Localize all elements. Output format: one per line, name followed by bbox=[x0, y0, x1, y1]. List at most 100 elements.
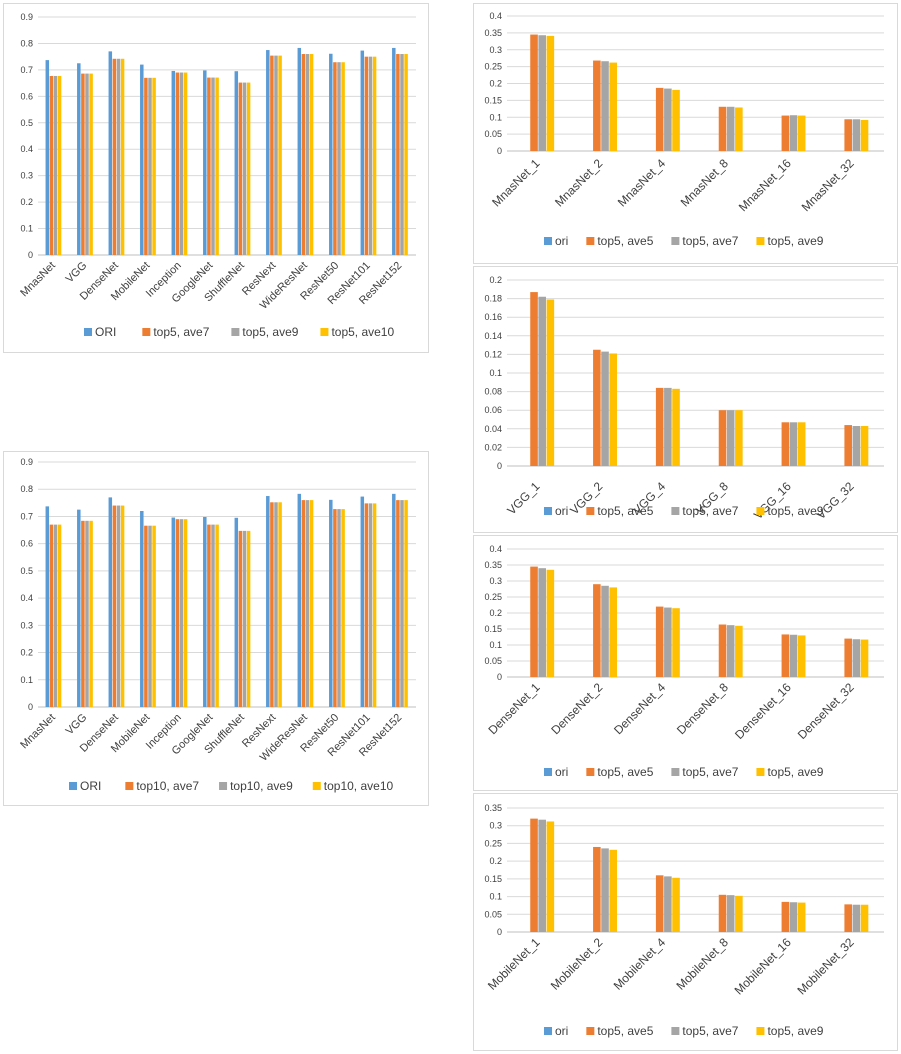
bar-top10-ave7 bbox=[364, 503, 369, 707]
bar-top5-ave5 bbox=[530, 818, 538, 932]
bar-top5-ave7 bbox=[601, 585, 609, 677]
bar-top5-ave9 bbox=[148, 77, 152, 255]
bar-top5-ave7 bbox=[789, 634, 798, 677]
y-tick-label: 0 bbox=[28, 702, 33, 712]
legend-swatch bbox=[671, 1027, 680, 1035]
bar-top5-ave5 bbox=[655, 87, 664, 151]
y-tick-label: 0.35 bbox=[484, 803, 502, 813]
legend-label: top5, ave9 bbox=[767, 1024, 823, 1038]
bar-top10-ave9 bbox=[337, 509, 341, 707]
x-tick-label: VGG bbox=[64, 260, 90, 286]
bar-top10-ave9 bbox=[211, 524, 215, 707]
bar-ori bbox=[140, 64, 144, 255]
bar-top5-ave9 bbox=[797, 635, 806, 677]
y-tick-label: 0.06 bbox=[484, 405, 502, 415]
bar-ori bbox=[297, 493, 302, 707]
bar-top10-ave10 bbox=[57, 524, 62, 707]
bar-top5-ave7 bbox=[664, 607, 672, 677]
bar-top5-ave10 bbox=[152, 77, 156, 255]
y-tick-label: 0.15 bbox=[484, 624, 502, 634]
bar-top10-ave10 bbox=[183, 519, 188, 707]
bar-top5-ave10 bbox=[404, 54, 408, 256]
bar-top5-ave9 bbox=[860, 904, 869, 932]
bar-top5-ave7 bbox=[601, 848, 609, 932]
y-tick-label: 0.25 bbox=[484, 838, 502, 848]
bar-top5-ave7 bbox=[601, 61, 609, 151]
x-tick-label: MobileNet_4 bbox=[611, 935, 669, 993]
y-tick-label: 0.05 bbox=[484, 909, 502, 919]
legend-label: top10, ave9 bbox=[230, 779, 293, 793]
bar-top5-ave5 bbox=[593, 846, 601, 932]
bar-top5-ave9 bbox=[85, 73, 89, 255]
y-tick-label: 0.8 bbox=[20, 38, 33, 48]
legend-swatch bbox=[544, 237, 552, 245]
legend-label: top5, ave9 bbox=[767, 504, 823, 518]
bar-top5-ave5 bbox=[718, 106, 727, 151]
y-tick-label: 0.1 bbox=[489, 368, 502, 378]
bar-top5-ave9 bbox=[672, 608, 680, 677]
bar-top5-ave10 bbox=[372, 56, 377, 255]
bar-top5-ave5 bbox=[781, 634, 790, 677]
bar-top10-ave7 bbox=[49, 524, 54, 707]
bar-top10-ave9 bbox=[242, 530, 247, 707]
bar-top5-ave9 bbox=[242, 82, 247, 256]
bar-top5-ave7 bbox=[207, 77, 211, 256]
bar-top10-ave7 bbox=[112, 505, 117, 707]
y-tick-label: 0 bbox=[497, 672, 502, 682]
x-tick-label: DenseNet_32 bbox=[795, 680, 857, 742]
legend-label: ori bbox=[555, 234, 568, 248]
x-tick-label: DenseNet_2 bbox=[548, 680, 605, 737]
y-tick-label: 0.1 bbox=[489, 112, 502, 122]
legend-label: top5, ave5 bbox=[597, 1024, 653, 1038]
legend-swatch bbox=[586, 1027, 595, 1035]
bar-ori bbox=[392, 47, 396, 255]
x-tick-label: MobileNet_32 bbox=[794, 935, 856, 997]
bar-top5-ave5 bbox=[718, 894, 727, 932]
bar-top5-ave7 bbox=[538, 568, 546, 677]
bar-ori bbox=[140, 511, 144, 707]
legend-label: top5, ave9 bbox=[767, 765, 823, 779]
legend-swatch bbox=[312, 782, 321, 790]
bar-top10-ave9 bbox=[116, 505, 121, 707]
bar-top10-ave9 bbox=[53, 524, 58, 707]
bar-top5-ave10 bbox=[309, 54, 314, 256]
y-tick-label: 0.18 bbox=[484, 294, 502, 304]
bar-top5-ave9 bbox=[546, 35, 555, 151]
legend-label: top5, ave5 bbox=[597, 234, 653, 248]
y-tick-label: 0 bbox=[28, 250, 33, 260]
y-tick-label: 0.1 bbox=[489, 640, 502, 650]
bar-top10-ave10 bbox=[341, 509, 345, 707]
legend-label: top5, ave5 bbox=[597, 504, 653, 518]
y-tick-label: 0.4 bbox=[20, 593, 33, 603]
bar-top10-ave7 bbox=[333, 509, 337, 707]
bar-top5-ave9 bbox=[609, 587, 617, 677]
bar-top10-ave9 bbox=[179, 519, 184, 707]
x-tick-label: MobileNet_1 bbox=[485, 935, 543, 993]
bar-ori bbox=[203, 70, 207, 255]
bar-top10-ave10 bbox=[120, 505, 125, 707]
bar-top5-ave9 bbox=[672, 877, 680, 932]
bar-top5-ave5 bbox=[718, 624, 727, 677]
x-tick-label: DenseNet_4 bbox=[611, 680, 668, 737]
bar-top5-ave5 bbox=[530, 34, 538, 151]
x-tick-label: MnasNet_2 bbox=[552, 156, 606, 210]
y-tick-label: 0 bbox=[497, 461, 502, 471]
legend-swatch bbox=[586, 768, 595, 776]
legend-label: top5, ave9 bbox=[242, 325, 298, 339]
bar-ori bbox=[360, 50, 365, 256]
x-tick-label: MnasNet bbox=[18, 712, 58, 752]
bar-top5-ave10 bbox=[120, 58, 125, 255]
y-tick-label: 0.2 bbox=[489, 79, 502, 89]
bar-top10-ave10 bbox=[152, 525, 156, 707]
x-tick-label: MnasNet_8 bbox=[678, 156, 732, 210]
legend-label: top5, ave7 bbox=[153, 325, 209, 339]
x-tick-label: MnasNet_16 bbox=[736, 156, 794, 214]
legend-swatch bbox=[544, 1027, 552, 1035]
bar-top5-ave7 bbox=[789, 902, 798, 932]
legend-label: ori bbox=[555, 504, 568, 518]
legend-swatch bbox=[544, 768, 552, 776]
bar-top10-ave7 bbox=[144, 525, 148, 707]
bar-top5-ave9 bbox=[274, 55, 278, 256]
